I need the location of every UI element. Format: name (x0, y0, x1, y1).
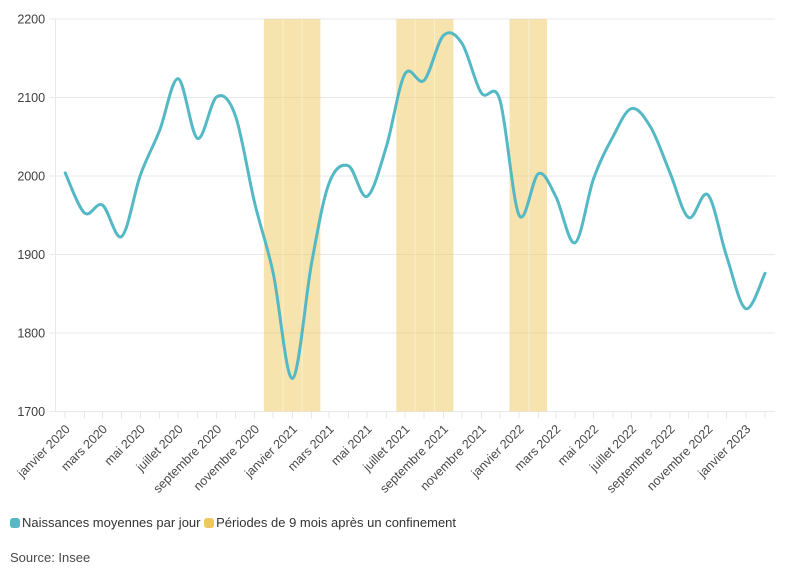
svg-text:septembre 2021: septembre 2021 (377, 422, 451, 496)
svg-text:2000: 2000 (17, 170, 45, 184)
svg-text:novembre 2022: novembre 2022 (644, 422, 715, 493)
svg-text:septembre 2020: septembre 2020 (151, 422, 225, 496)
svg-text:2100: 2100 (17, 91, 45, 105)
svg-text:septembre 2022: septembre 2022 (604, 422, 678, 496)
svg-text:novembre 2020: novembre 2020 (191, 422, 262, 493)
svg-text:2200: 2200 (17, 13, 45, 27)
svg-text:1700: 1700 (17, 405, 45, 419)
svg-text:janvier 2020: janvier 2020 (14, 422, 73, 481)
svg-text:novembre 2021: novembre 2021 (418, 422, 489, 493)
svg-text:1900: 1900 (17, 248, 45, 262)
svg-text:1800: 1800 (17, 326, 45, 340)
